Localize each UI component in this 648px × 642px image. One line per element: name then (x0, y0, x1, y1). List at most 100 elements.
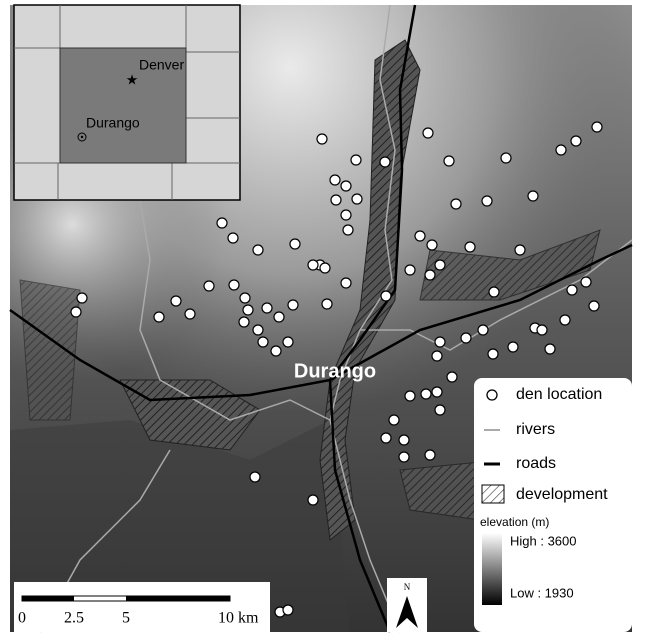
roads (9, 4, 633, 633)
den-location (443, 155, 455, 167)
den-location (329, 174, 341, 186)
den-location (588, 300, 600, 312)
den-location (216, 217, 228, 229)
north-label: N (404, 582, 411, 592)
north-arrow: N (387, 578, 427, 632)
den-location (321, 298, 333, 310)
den-location (500, 152, 512, 164)
den-location (351, 193, 363, 205)
den-location (238, 316, 250, 328)
den-location (488, 286, 500, 298)
den-location (487, 348, 499, 360)
elevation-high: High : 3600 (510, 533, 577, 548)
den-location (330, 194, 342, 206)
den-location (203, 280, 215, 292)
den-location (580, 276, 592, 288)
den-location (426, 239, 438, 251)
den-location (282, 336, 294, 348)
den-location (350, 154, 362, 166)
den-location (282, 604, 294, 616)
den-location (559, 314, 571, 326)
den-location (228, 279, 240, 291)
legend: den location rivers roads development el… (474, 378, 632, 632)
scale-bar: 0 2.5 5 10 km (14, 582, 270, 632)
den-location (153, 311, 165, 323)
den-location (340, 209, 352, 221)
den-location (227, 232, 239, 244)
den-location (252, 324, 264, 336)
legend-label: den location (516, 386, 602, 403)
den-location (424, 449, 436, 461)
den-location (70, 306, 82, 318)
den-location (446, 371, 458, 383)
elevation-title: elevation (m) (480, 515, 549, 529)
den-location (380, 432, 392, 444)
den-location (434, 336, 446, 348)
inset-town-label: Durango (86, 115, 140, 131)
town-label: Durango (294, 360, 376, 382)
den-location (316, 133, 328, 145)
den-location (566, 284, 578, 296)
legend-label: rivers (516, 421, 555, 438)
den-location (514, 244, 526, 256)
den-location (434, 259, 446, 271)
den-location (450, 198, 462, 210)
den-location (507, 341, 519, 353)
den-location (477, 324, 489, 336)
den-location (420, 388, 432, 400)
den-location (414, 230, 426, 242)
den-location (544, 343, 556, 355)
den-location (249, 471, 261, 483)
den-location (434, 404, 446, 416)
den-location (319, 262, 331, 274)
den-location (307, 259, 319, 271)
den-location (422, 127, 434, 139)
den-locations (70, 121, 603, 618)
den-location (555, 144, 567, 156)
den-location (431, 350, 443, 362)
den-location (570, 135, 582, 147)
den-location (398, 451, 410, 463)
den-location (242, 304, 254, 316)
den-location (398, 434, 410, 446)
den-location (270, 345, 282, 357)
den-location (379, 156, 391, 168)
den-location (252, 244, 264, 256)
den-location (404, 390, 416, 402)
den-location (380, 290, 392, 302)
den-location (481, 195, 493, 207)
den-location (342, 224, 354, 236)
den-location (170, 295, 182, 307)
den-location (307, 494, 319, 506)
den-location (424, 269, 436, 281)
den-location (289, 238, 301, 250)
den-location (388, 414, 400, 426)
den-location (591, 121, 603, 133)
inset-map: ★ Denver Durango (13, 4, 241, 201)
capital-label: Denver (139, 57, 184, 73)
rivers (39, 4, 633, 633)
star: ★ (126, 72, 139, 88)
den-location (464, 241, 476, 253)
den-location (257, 336, 269, 348)
den-location (527, 190, 539, 202)
den-location (536, 324, 548, 336)
den-location (273, 311, 285, 323)
scale-label: 2.5 (64, 610, 84, 627)
scale-label: 5 (122, 610, 130, 627)
legend-label: roads (516, 455, 556, 472)
den-location (76, 292, 88, 304)
legend-label: development (516, 486, 608, 503)
den-location (460, 332, 472, 344)
den-location (184, 308, 196, 320)
den-location (239, 292, 251, 304)
den-location (431, 386, 443, 398)
scale-label: 10 km (218, 610, 259, 627)
elevation-low: Low : 1930 (510, 585, 574, 600)
den-location (404, 264, 416, 276)
scale-label: 0 (18, 610, 26, 627)
den-location (340, 180, 352, 192)
den-location (261, 302, 273, 314)
den-location (340, 277, 352, 289)
